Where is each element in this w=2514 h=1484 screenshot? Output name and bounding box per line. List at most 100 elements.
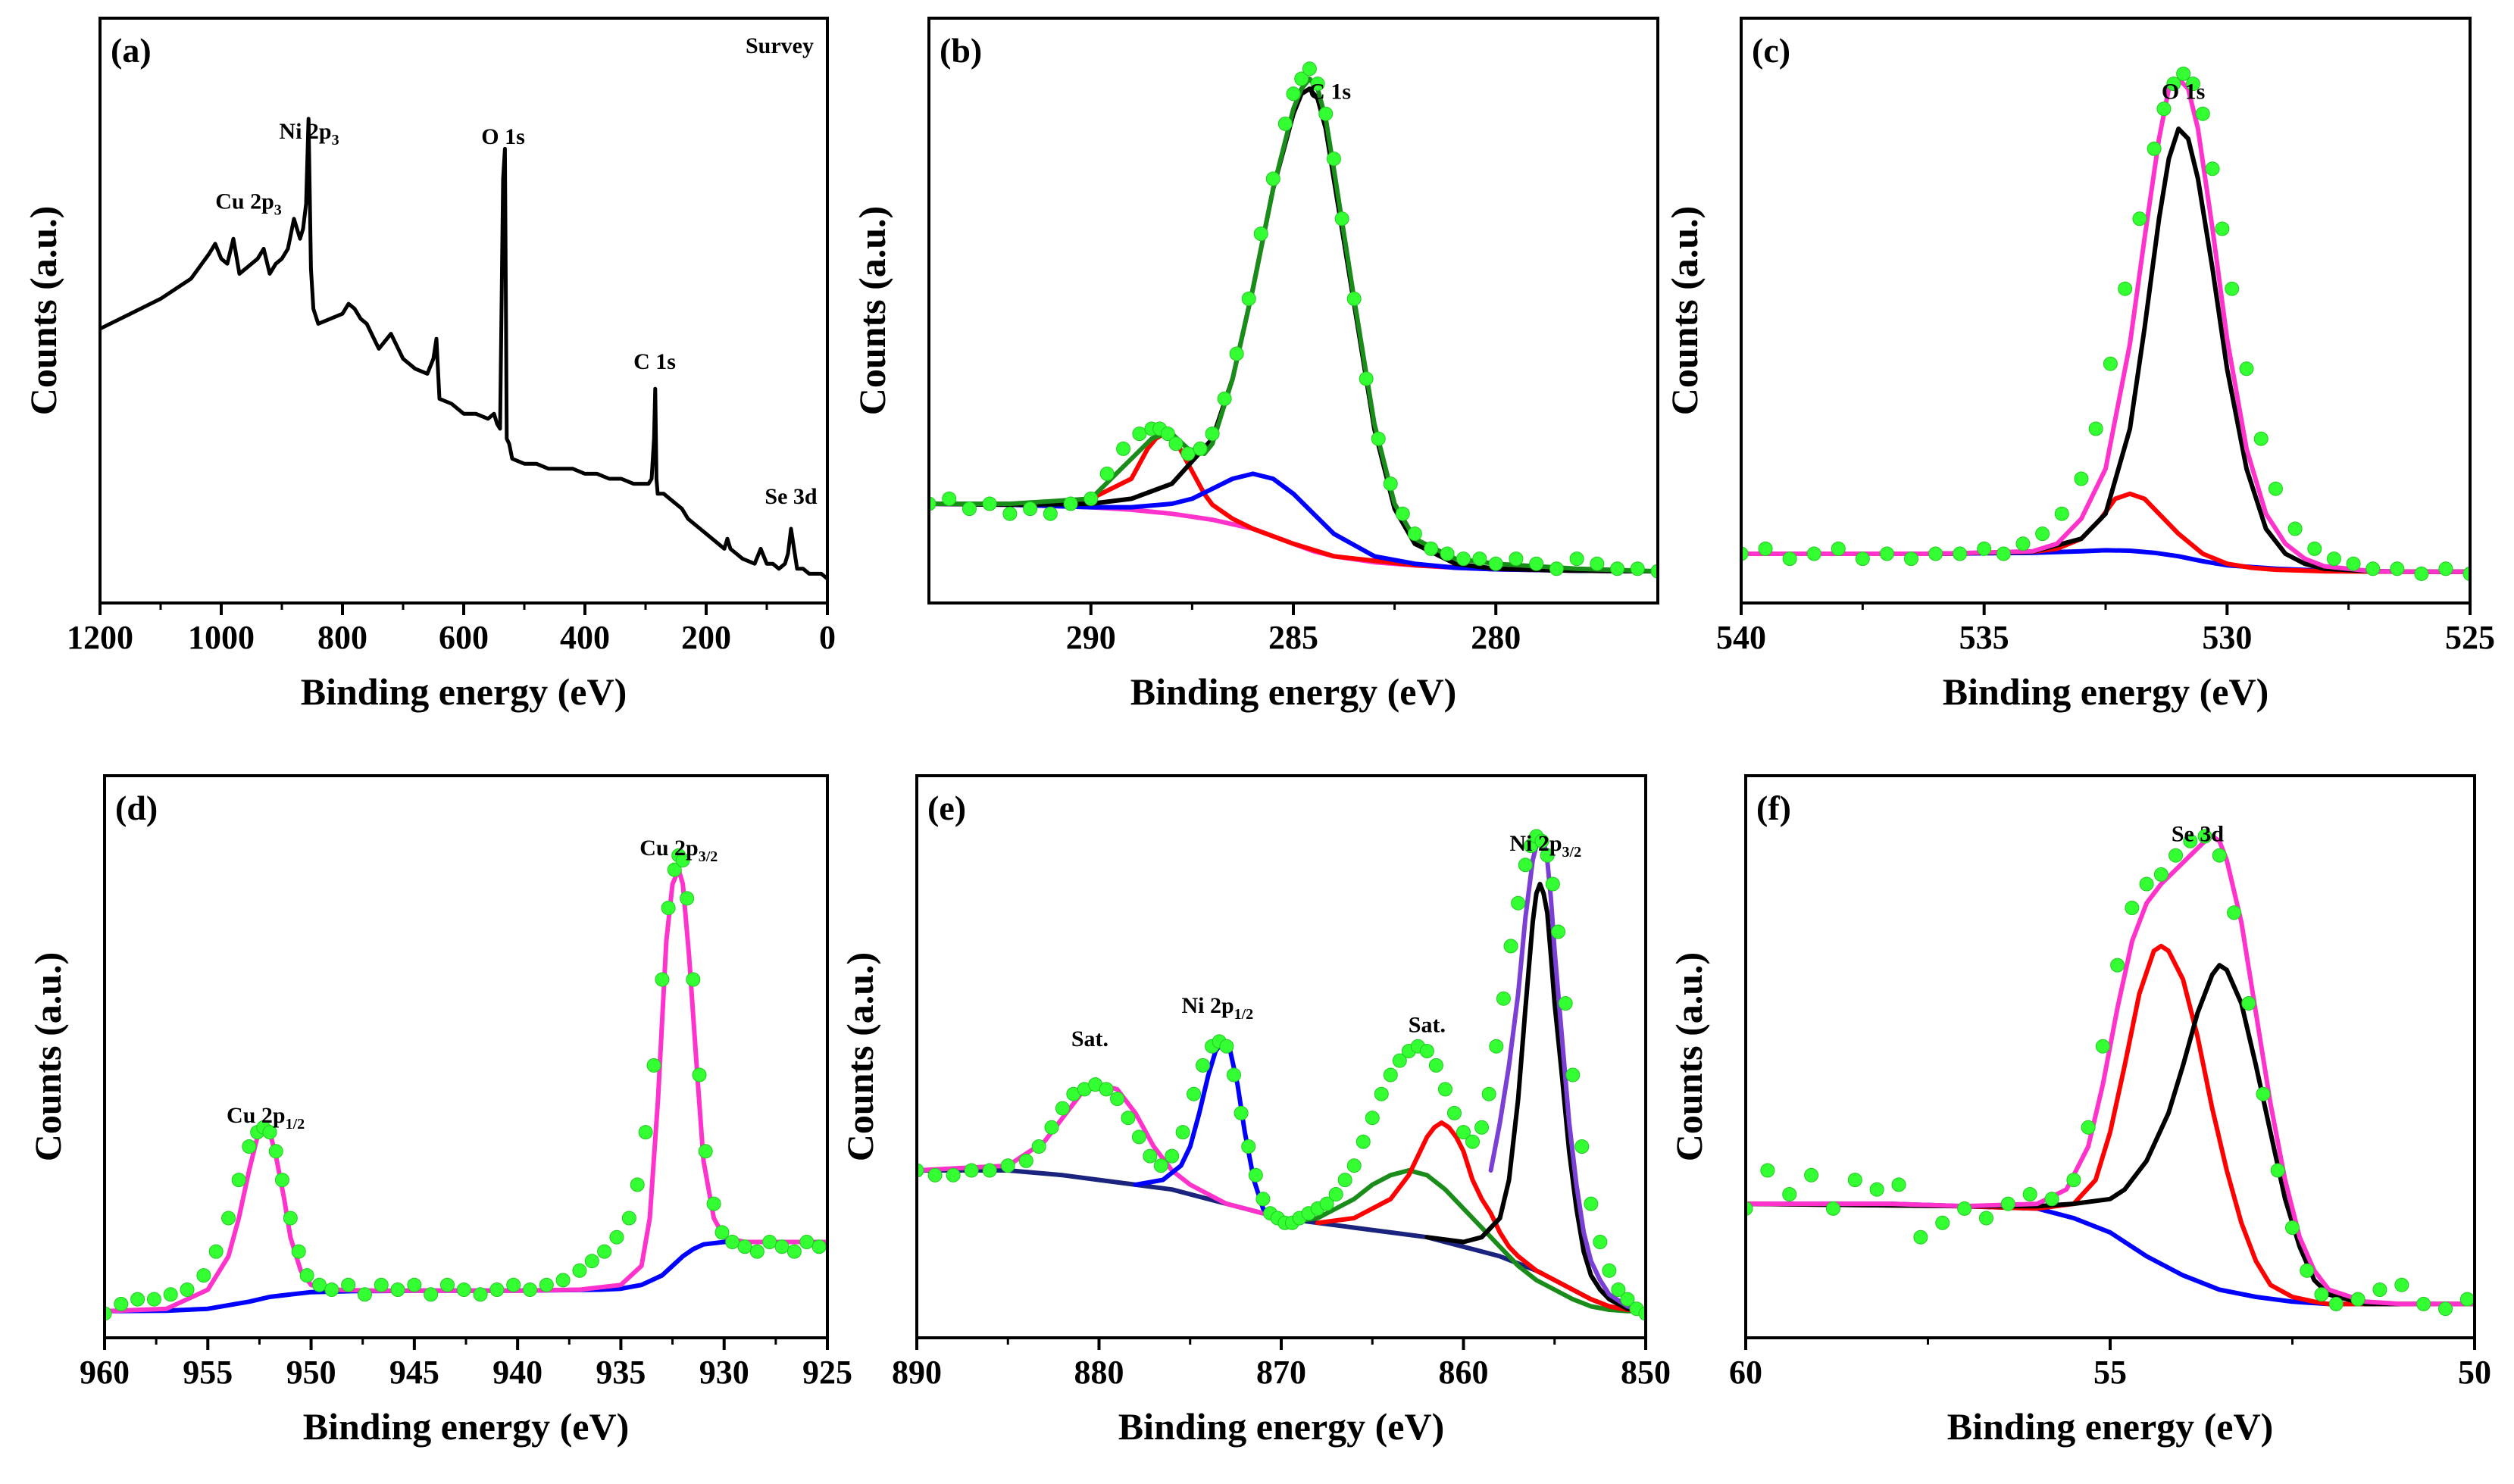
data-point: [1143, 1148, 1158, 1164]
data-point: [1121, 1111, 1136, 1126]
data-point: [1825, 1201, 1840, 1216]
data-point: [1424, 541, 1439, 556]
data-point: [2125, 901, 2140, 915]
data-point: [982, 1163, 997, 1178]
data-point: [2256, 1086, 2271, 1101]
data-point: [1110, 1092, 1125, 1106]
x-tick-label: 940: [492, 1354, 543, 1391]
data-point: [1465, 1134, 1481, 1149]
data-point: [2110, 958, 2125, 973]
data-point: [1116, 441, 1131, 456]
data-point: [1023, 501, 1038, 517]
data-point: [621, 1211, 636, 1226]
data-point: [2350, 1292, 2365, 1307]
data-point: [1978, 1211, 1993, 1226]
panel-f: 60 55 50 Binding energy (eV) Counts (a.u.) (f…: [1668, 774, 2491, 1448]
peak-annotation: Cu 2p3: [215, 189, 282, 219]
series-ni-2p1-2-peak: [1133, 1039, 1302, 1226]
data-point: [918, 1163, 924, 1178]
data-point: [1175, 1125, 1190, 1140]
data-point: [1205, 426, 1220, 442]
data-point: [374, 1277, 389, 1292]
data-point: [1083, 491, 1099, 506]
data-point: [964, 1163, 979, 1178]
peak-annotation-sub: 1/2: [1234, 1006, 1254, 1023]
data-point: [1806, 546, 1821, 561]
x-tick-label: 280: [1471, 619, 1521, 656]
data-point: [1590, 556, 1605, 571]
data-point: [1132, 426, 1147, 442]
series-raw-data: [930, 61, 1656, 579]
data-point: [2103, 356, 2118, 371]
peak-annotation-main: C 1s: [633, 349, 676, 374]
data-point: [2394, 1277, 2409, 1292]
peak-annotation: Ni 2p3/2: [1509, 831, 1581, 861]
data-point: [1334, 211, 1349, 227]
data-point: [2268, 481, 2283, 496]
series-background: [918, 1168, 1644, 1314]
data-point: [1511, 895, 1526, 911]
x-tick-label: 530: [2202, 619, 2252, 656]
data-point: [762, 1235, 777, 1249]
data-point: [2346, 556, 2361, 571]
data-point: [1574, 1139, 1590, 1154]
x-tick-label: 50: [2458, 1354, 2491, 1391]
x-tick-label: 870: [1256, 1354, 1306, 1391]
data-point: [1229, 346, 1244, 361]
panel-title: Survey: [746, 33, 814, 58]
series-survey: [102, 117, 826, 580]
data-point: [1565, 1067, 1581, 1083]
data-point: [692, 1067, 707, 1083]
data-point: [1395, 506, 1410, 521]
data-point: [1620, 1292, 1635, 1307]
data-point: [749, 1244, 765, 1259]
series-envelope: [1743, 77, 2469, 574]
data-point: [2195, 106, 2210, 121]
x-tick-label: 935: [596, 1354, 646, 1391]
data-point: [2314, 1287, 2329, 1302]
data-point: [1558, 996, 1573, 1011]
x-tick-label: 955: [183, 1354, 233, 1391]
y-axis-label: Counts (a.u.): [1663, 206, 1706, 415]
data-point: [927, 1167, 943, 1183]
data-point: [2365, 561, 2381, 576]
data-point: [130, 1292, 145, 1307]
data-point: [489, 1282, 505, 1297]
data-point: [439, 1277, 455, 1292]
x-tick-label: 0: [819, 619, 836, 656]
peak-annotation: O 1s: [2162, 79, 2206, 104]
peak-annotation: Cu 2p1/2: [227, 1103, 305, 1133]
data-point: [1638, 1306, 1644, 1321]
data-point: [1196, 1058, 1211, 1073]
data-point: [1328, 1187, 1343, 1201]
data-point: [208, 1244, 224, 1259]
data-point: [221, 1211, 236, 1226]
data-point: [1131, 1129, 1146, 1145]
data-point: [1153, 1158, 1168, 1173]
data-point: [2015, 536, 2031, 551]
data-point: [1602, 1263, 1617, 1278]
data-point: [1193, 441, 1208, 456]
data-point: [163, 1287, 178, 1302]
data-point: [930, 496, 936, 511]
data-point: [146, 1292, 161, 1307]
data-point: [1569, 551, 1584, 567]
data-point: [1255, 1192, 1271, 1207]
panel-label: (c): [1752, 31, 1790, 70]
data-point: [2183, 833, 2198, 848]
panel-label: (e): [927, 789, 966, 827]
data-point: [1302, 61, 1317, 77]
data-point: [1935, 1215, 1950, 1230]
data-point: [698, 1144, 713, 1159]
x-tick-label: 60: [1729, 1354, 1762, 1391]
plot-area: [930, 61, 1656, 579]
y-axis-label: Counts (a.u.): [839, 952, 881, 1161]
panel-label: (a): [111, 31, 152, 70]
data-point: [1782, 1187, 1797, 1201]
data-point: [2205, 161, 2220, 177]
data-point: [473, 1287, 488, 1302]
series-ni-2p3-2-peak: [1424, 882, 1644, 1314]
data-point: [1549, 561, 1564, 576]
data-point: [242, 1139, 257, 1154]
